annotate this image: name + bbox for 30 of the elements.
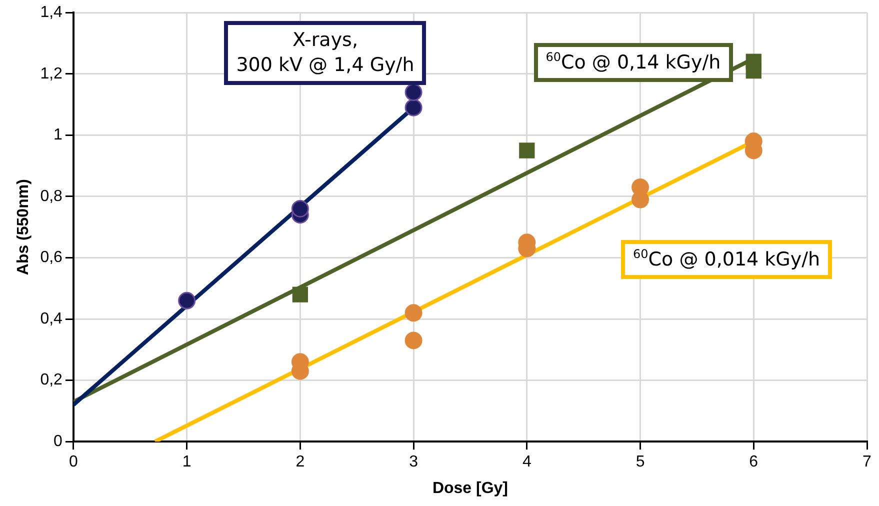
series-label: X-rays, 300 kV @ 1,4 Gy/h (224, 21, 426, 85)
x-tick-label: 3 (409, 454, 418, 471)
y-tick-label: 1,2 (40, 65, 63, 82)
x-tick-label: 6 (749, 454, 758, 471)
point (746, 54, 762, 70)
point (291, 200, 309, 218)
x-axis-title: Dose [Gy] (432, 480, 508, 497)
y-tick-label: 0,2 (40, 372, 63, 389)
point (404, 332, 422, 350)
point (404, 304, 422, 322)
text: $^{60}$Co @ 0,014 kGy/h (620, 240, 832, 279)
point (404, 98, 422, 116)
x-tick-label: 1 (182, 454, 192, 471)
point (404, 84, 422, 102)
point (292, 286, 308, 302)
y-tick-label: 1 (54, 126, 63, 144)
x-tick-label: 5 (636, 454, 645, 471)
y-tick-label: 0,6 (40, 249, 63, 266)
series-label: $^{60}$Co @ 0,14 kGy/h (534, 42, 733, 82)
x-tick-label: 2 (296, 454, 305, 471)
x-tick-label: 4 (522, 454, 532, 471)
x-tick-label: 0 (68, 454, 78, 471)
point (519, 142, 535, 158)
y-tick-label: 0,4 (40, 310, 63, 328)
y-axis-title: Abs (550nm) (15, 179, 32, 276)
y-tick-label: 1,4 (40, 4, 63, 22)
x-tick-label: 7 (862, 454, 872, 471)
y-tick-label: 0,8 (40, 188, 63, 205)
y-tick-label: 0 (54, 433, 63, 450)
point (178, 292, 196, 310)
